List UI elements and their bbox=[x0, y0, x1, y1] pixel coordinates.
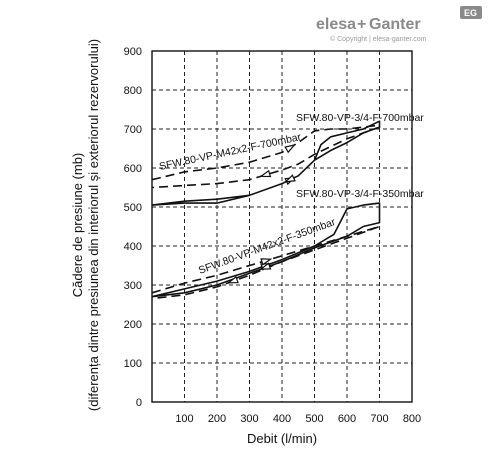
annotation-34-350: SFW.80-VP-3/4-F-350mbar bbox=[296, 188, 424, 200]
x-tick-label: 400 bbox=[273, 413, 291, 425]
x-tick-label: 600 bbox=[338, 413, 356, 425]
y-tick-label: 400 bbox=[124, 241, 142, 253]
series-arrow bbox=[284, 144, 297, 154]
logo-badge-box bbox=[460, 6, 482, 19]
series-line-2 bbox=[151, 202, 381, 298]
x-tick-label: 100 bbox=[175, 413, 193, 425]
x-tick-label: 700 bbox=[370, 413, 388, 425]
x-tick-label: 300 bbox=[240, 413, 258, 425]
series-arrow bbox=[259, 262, 272, 270]
series-line-1 bbox=[151, 124, 381, 189]
annotation-34-700: SFW.80-VP-3/4-F-700mbar bbox=[296, 112, 424, 124]
series-arrow bbox=[226, 275, 239, 284]
chart-ticks: 100 200 300 400 500 600 700 800 0 100 200 300 400 500… bbox=[124, 46, 422, 425]
series-arrow bbox=[260, 258, 273, 266]
logo-brand-right: Ganter bbox=[369, 16, 421, 33]
plot-frame bbox=[151, 50, 413, 403]
y-tick-label: 300 bbox=[124, 280, 142, 292]
y-axis-title-line1: Cădere de presiune (mb) bbox=[70, 153, 85, 298]
y-tick-label: 100 bbox=[124, 358, 142, 370]
y-tick-label: 900 bbox=[124, 46, 142, 58]
y-axis-title-line2: (diferența dintre presiunea din interior… bbox=[86, 39, 101, 411]
y-tick-label: 700 bbox=[124, 124, 142, 136]
y-tick-label: 600 bbox=[124, 163, 142, 175]
x-tick-label: 500 bbox=[305, 413, 323, 425]
x-axis-title: Debit (l/min) bbox=[247, 431, 317, 446]
chart-grid bbox=[151, 50, 413, 403]
series-line-0 bbox=[151, 120, 381, 206]
y-tick-label: 200 bbox=[124, 319, 142, 331]
y-tick-label: 500 bbox=[124, 202, 142, 214]
logo-copyright: © Copyright | elesa-ganter.com bbox=[330, 35, 427, 43]
series-arrow bbox=[283, 174, 296, 183]
y-tick-label: 800 bbox=[124, 85, 142, 97]
x-tick-label: 200 bbox=[208, 413, 226, 425]
logo-badge: EG bbox=[464, 8, 477, 18]
x-tick-label: 800 bbox=[403, 413, 421, 425]
y-tick-label: 0 bbox=[136, 397, 142, 409]
chart-arrows bbox=[226, 144, 297, 284]
series-arrow bbox=[259, 169, 272, 178]
logo: elesa + Ganter EG © Copyright | elesa-ga… bbox=[316, 6, 482, 43]
logo-brand-plus: + bbox=[357, 16, 366, 33]
logo-brand-left: elesa bbox=[316, 16, 356, 33]
